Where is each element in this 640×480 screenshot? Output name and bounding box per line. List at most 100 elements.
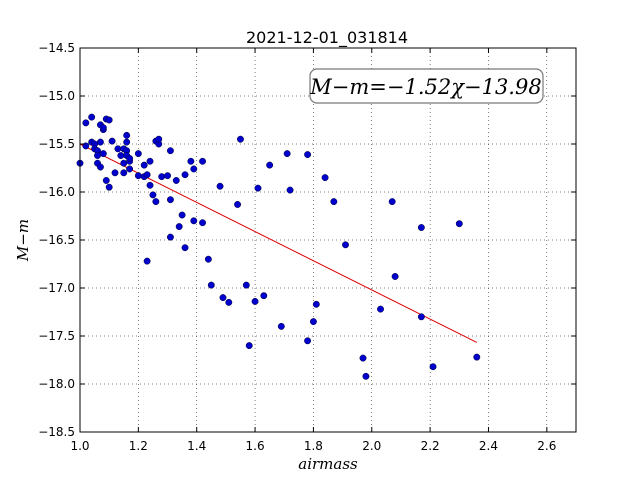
fit-equation-box: M−m=−1.52χ−13.98 — [309, 68, 544, 104]
data-point — [199, 157, 206, 165]
x-tick-label: 1.4 — [187, 439, 206, 453]
x-tick-label: 2.0 — [362, 439, 381, 453]
data-point — [99, 150, 107, 158]
data-point — [377, 305, 384, 313]
data-point — [225, 298, 233, 306]
data-point — [152, 198, 160, 206]
data-point — [245, 342, 253, 350]
data-point — [105, 116, 113, 124]
y-tick-labels: −14.5 −15.0 −15.5 −16.0 −16.5 −17.0 −17.5 −18.0… — [38, 41, 75, 439]
data-point — [359, 354, 367, 362]
data-point — [126, 165, 134, 173]
data-point — [417, 224, 425, 231]
data-point — [216, 182, 224, 190]
data-point — [146, 157, 154, 165]
x-tick-label: 2.6 — [537, 439, 556, 453]
data-point — [108, 137, 116, 145]
y-axis-label: M−m — [14, 219, 32, 262]
data-point — [88, 113, 96, 121]
x-tick-label: 2.4 — [479, 439, 498, 453]
x-tick-label: 2.2 — [421, 439, 440, 453]
data-point — [120, 159, 128, 167]
data-point — [429, 363, 437, 371]
data-point — [304, 337, 312, 345]
data-point — [455, 220, 463, 228]
fit-equation: M−m=−1.52χ−13.98 — [309, 75, 541, 99]
data-point — [94, 152, 101, 159]
data-point — [155, 135, 163, 143]
data-point — [175, 223, 183, 231]
data-point — [251, 297, 259, 305]
data-point — [286, 186, 294, 194]
chart-title: 2021-12-01_031814 — [246, 28, 408, 48]
data-point — [102, 177, 110, 184]
data-point — [149, 191, 157, 199]
data-point — [143, 257, 151, 265]
data-point — [82, 119, 90, 127]
data-point — [172, 177, 180, 184]
data-point — [96, 138, 104, 146]
data-point — [96, 163, 104, 171]
x-tick-label: 1.0 — [70, 439, 89, 453]
axis-ticks — [79, 47, 576, 433]
data-point — [254, 184, 262, 192]
data-point — [120, 169, 128, 177]
y-tick-label: −14.5 — [38, 41, 75, 55]
data-point — [181, 244, 189, 252]
data-point — [158, 173, 166, 181]
data-point — [199, 219, 206, 227]
data-point — [178, 211, 186, 219]
x-tick-labels: 1.0 1.2 1.4 1.6 1.8 2.0 2.2 2.4 2.6 — [70, 439, 556, 453]
data-point — [190, 217, 198, 225]
data-point — [114, 145, 122, 153]
data-point — [283, 150, 291, 158]
data-point — [166, 233, 174, 241]
annotation-box — [309, 68, 544, 104]
data-point — [260, 292, 268, 300]
data-point — [342, 241, 349, 249]
y-tick-label: −16.5 — [38, 233, 75, 247]
x-axis-label: airmass — [298, 455, 358, 473]
data-points — [76, 113, 481, 380]
data-point — [207, 281, 215, 289]
y-tick-label: −17.5 — [38, 329, 75, 343]
y-tick-label: −15.0 — [38, 89, 75, 103]
data-point — [309, 318, 317, 326]
data-point — [321, 174, 329, 182]
data-point — [111, 169, 119, 177]
data-point — [304, 151, 312, 159]
x-tick-label: 1.6 — [246, 439, 265, 453]
data-point — [140, 161, 148, 169]
data-point — [237, 135, 244, 143]
data-point — [242, 281, 250, 289]
data-point — [190, 165, 198, 173]
data-point — [187, 157, 195, 165]
data-point — [99, 124, 107, 132]
data-point — [123, 138, 131, 146]
data-point — [164, 172, 171, 180]
data-point — [166, 196, 174, 204]
x-tick-label: 1.8 — [304, 439, 323, 453]
x-tick-label: 1.2 — [129, 439, 148, 453]
y-tick-label: −15.5 — [38, 137, 75, 151]
data-point — [312, 300, 320, 308]
data-point — [330, 198, 338, 206]
data-point — [391, 273, 399, 280]
data-point — [266, 161, 274, 169]
y-tick-label: −17.0 — [38, 281, 75, 295]
data-point — [234, 201, 242, 208]
data-point — [204, 255, 212, 263]
data-point — [181, 171, 189, 179]
data-point — [146, 181, 154, 189]
data-point — [117, 152, 125, 159]
data-point — [166, 147, 174, 155]
y-tick-label: −16.0 — [38, 185, 75, 199]
data-point — [134, 150, 142, 158]
data-point — [362, 372, 370, 380]
data-point — [473, 353, 481, 361]
data-point — [105, 183, 113, 191]
y-tick-label: −18.0 — [38, 377, 75, 391]
data-point — [134, 172, 142, 180]
y-tick-label: −18.5 — [38, 425, 75, 439]
